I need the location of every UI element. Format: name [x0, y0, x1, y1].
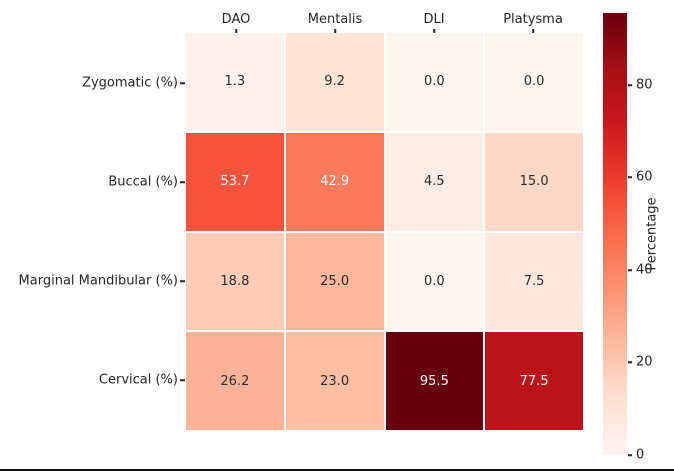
colorbar-tick-label: 40: [636, 262, 653, 278]
row-tick: [180, 280, 185, 282]
heatmap-cell: 9.2: [285, 33, 384, 131]
heatmap-cell: 4.5: [385, 132, 484, 231]
colorbar-tick: [628, 361, 632, 363]
column-tick: [235, 29, 237, 34]
row-label-cervical: Cervical (%): [98, 372, 178, 388]
heatmap-cell: 25.0: [285, 232, 384, 331]
colorbar-axis-label: Percentage: [644, 197, 660, 271]
heatmap-cell: 42.9: [285, 132, 384, 231]
column-tick: [532, 29, 534, 34]
heatmap-cell: 77.5: [485, 332, 583, 430]
colorbar-tick: [628, 454, 632, 456]
row-tick: [180, 379, 185, 381]
heatmap-cell: 1.3: [186, 33, 284, 131]
heatmap-cell: 0.0: [385, 33, 484, 131]
colorbar-tick-label: 80: [636, 77, 653, 93]
row-label-marginal-mandibular: Marginal Mandibular (%): [18, 273, 178, 289]
row-tick: [180, 181, 185, 183]
column-label-platysma: Platysma: [503, 12, 563, 27]
column-label-dao: DAO: [221, 12, 251, 27]
heatmap-cell: 0.0: [385, 232, 484, 331]
bottom-border-line: [0, 469, 674, 471]
colorbar-tick: [628, 84, 632, 86]
row-tick: [180, 82, 185, 84]
colorbar-tick-label: 0: [636, 447, 645, 463]
column-label-mentalis: Mentalis: [307, 12, 363, 27]
heatmap-cell: 26.2: [186, 332, 284, 430]
heatmap-cell: 7.5: [485, 232, 583, 331]
colorbar-tick-label: 20: [636, 354, 653, 370]
colorbar-tick-label: 60: [636, 169, 653, 185]
heatmap-cell: 15.0: [485, 132, 583, 231]
heatmap-grid: 1.3 9.2 0.0 0.0 53.7 42.9 4.5 15.0 18.8 …: [186, 33, 583, 430]
heatmap-cell: 95.5: [385, 332, 484, 430]
column-tick: [334, 29, 336, 34]
heatmap-cell: 23.0: [285, 332, 384, 430]
colorbar-gradient: [603, 13, 627, 455]
colorbar-tick: [628, 176, 632, 178]
heatmap-cell: 0.0: [485, 33, 583, 131]
row-label-buccal: Buccal (%): [108, 174, 178, 190]
row-label-zygomatic: Zygomatic (%): [82, 75, 178, 91]
heatmap-cell: 18.8: [186, 232, 284, 331]
column-tick: [433, 29, 435, 34]
column-label-dli: DLI: [423, 12, 445, 27]
colorbar-tick: [628, 269, 632, 271]
heatmap-cell: 53.7: [186, 132, 284, 231]
